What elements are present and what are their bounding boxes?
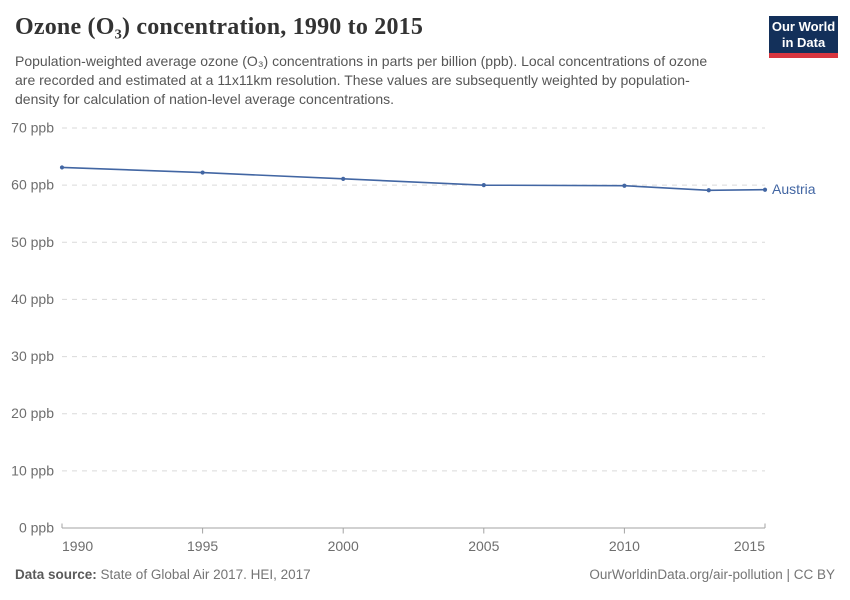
y-tick-label: 10 ppb [11,462,54,478]
owid-logo-box: Our World in Data [769,16,838,53]
chart-subtitle: Population-weighted average ozone (O₃) c… [15,53,708,107]
x-tick-label: 2005 [468,538,499,554]
chart-title: Ozone (O₃) concentration, 1990 to 2015 [15,14,424,40]
data-point[interactable] [59,165,65,170]
data-point[interactable] [341,176,346,181]
owid-logo-red-stripe [769,53,838,58]
x-tick-label: 1995 [187,538,218,554]
x-tick-label: 2000 [328,538,359,554]
y-tick-label: 20 ppb [11,405,54,421]
x-tick-label: 2010 [609,538,640,554]
y-tick-label: 30 ppb [11,348,54,364]
data-point[interactable] [200,170,205,175]
data-source-note: Data source: State of Global Air 2017. H… [15,567,311,582]
credit-link[interactable]: OurWorldinData.org/air-pollution | CC BY [589,567,835,582]
series-line[interactable] [61,166,766,192]
data-source-text: State of Global Air 2017. HEI, 2017 [96,567,311,582]
owid-logo-line2: in Data [781,35,826,50]
x-tick-label: 2015 [734,538,765,554]
data-point[interactable] [481,183,486,188]
owid-logo[interactable]: Our World in Data [769,16,838,58]
y-tick-label: 70 ppb [11,120,54,136]
y-tick-label: 60 ppb [11,177,54,193]
data-point[interactable] [622,183,627,188]
owid-logo-line1: Our World [771,19,836,34]
x-tick-label: 1990 [62,538,93,554]
entity-label[interactable]: Austria [772,181,816,197]
y-tick-label: 50 ppb [11,234,54,250]
y-tick-label: 0 ppb [19,520,54,536]
y-tick-label: 40 ppb [11,291,54,307]
data-point[interactable] [762,187,768,192]
data-point[interactable] [706,188,711,193]
data-source-label: Data source: [15,567,97,582]
